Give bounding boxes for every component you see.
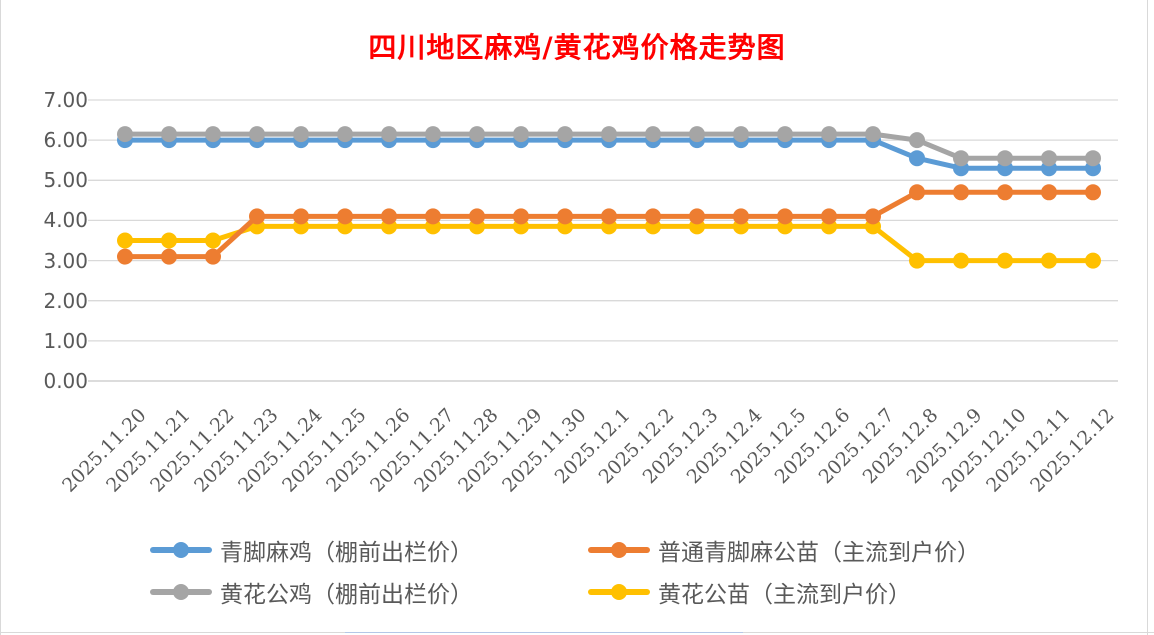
data-point — [909, 252, 925, 269]
legend-label: 黄花公鸡（棚前出栏价） — [220, 582, 473, 608]
data-point — [161, 126, 177, 143]
data-point — [953, 184, 969, 201]
y-axis-tick-label: 2.00 — [43, 289, 88, 313]
legend-item-qingjiao-maji: 青脚麻鸡（棚前出栏价） — [150, 536, 473, 566]
data-point — [557, 208, 573, 225]
data-point — [293, 208, 309, 225]
data-point — [117, 126, 133, 143]
data-point — [865, 208, 881, 225]
data-point — [1041, 184, 1057, 201]
data-point — [161, 232, 177, 249]
data-point — [381, 208, 397, 225]
data-point — [997, 150, 1013, 167]
data-point — [557, 126, 573, 143]
y-axis-tick-label: 7.00 — [43, 88, 88, 112]
legend-line-marker — [150, 584, 212, 600]
data-point — [205, 248, 221, 265]
data-point — [1041, 252, 1057, 269]
data-point — [645, 208, 661, 225]
y-axis-tick-label: 3.00 — [43, 249, 88, 273]
data-point — [821, 208, 837, 225]
data-point — [689, 208, 705, 225]
data-point — [689, 126, 705, 143]
legend-line-marker — [588, 542, 650, 558]
legend-label: 青脚麻鸡（棚前出栏价） — [220, 540, 473, 566]
data-point — [425, 126, 441, 143]
data-point — [117, 232, 133, 249]
data-point — [645, 126, 661, 143]
data-point — [733, 208, 749, 225]
data-point — [997, 252, 1013, 269]
data-point — [777, 208, 793, 225]
worksheet-gridline — [1147, 0, 1148, 635]
data-point — [777, 126, 793, 143]
y-axis-tick-label: 0.00 — [43, 369, 88, 393]
data-point — [909, 132, 925, 149]
legend-dot-icon — [173, 542, 189, 558]
data-point — [205, 232, 221, 249]
data-point — [733, 126, 749, 143]
data-point — [601, 126, 617, 143]
data-point — [953, 252, 969, 269]
data-point — [1085, 184, 1101, 201]
data-point — [425, 208, 441, 225]
chart-title: 四川地区麻鸡/黄花鸡价格走势图 — [368, 31, 786, 64]
worksheet-gridline — [0, 632, 345, 633]
y-axis-tick-label: 4.00 — [43, 208, 88, 232]
data-point — [205, 126, 221, 143]
data-point — [1041, 150, 1057, 167]
data-point — [337, 126, 353, 143]
worksheet-gridline — [0, 0, 1, 635]
legend-item-huanghua-gongji: 黄花公鸡（棚前出栏价） — [150, 578, 473, 608]
legend-label: 黄花公苗（主流到户价） — [658, 582, 911, 608]
data-point — [249, 208, 265, 225]
data-point — [337, 208, 353, 225]
legend-item-putong-qingjiaoma-gongmiao: 普通青脚麻公苗（主流到户价） — [588, 536, 980, 566]
legend-item-huanghua-gongmiao: 黄花公苗（主流到户价） — [588, 578, 911, 608]
y-axis-tick-label: 1.00 — [43, 329, 88, 353]
data-point — [821, 126, 837, 143]
data-point — [909, 150, 925, 167]
data-point — [293, 126, 309, 143]
data-point — [997, 184, 1013, 201]
worksheet-gridline — [345, 632, 743, 633]
legend-label: 普通青脚麻公苗（主流到户价） — [658, 540, 980, 566]
data-point — [469, 208, 485, 225]
y-axis-tick-label: 5.00 — [43, 168, 88, 192]
data-point — [1085, 150, 1101, 167]
legend-dot-icon — [173, 584, 189, 600]
data-point — [117, 248, 133, 265]
data-point — [513, 208, 529, 225]
data-point — [161, 248, 177, 265]
y-axis-tick-label: 6.00 — [43, 128, 88, 152]
legend-dot-icon — [611, 584, 627, 600]
data-point — [469, 126, 485, 143]
data-point — [513, 126, 529, 143]
data-point — [1085, 252, 1101, 269]
legend-line-marker — [588, 584, 650, 600]
legend-line-marker — [150, 542, 212, 558]
data-point — [953, 150, 969, 167]
data-point — [865, 126, 881, 143]
data-point — [249, 126, 265, 143]
legend-dot-icon — [611, 542, 627, 558]
worksheet-gridline — [743, 632, 1154, 633]
data-point — [601, 208, 617, 225]
data-point — [381, 126, 397, 143]
data-point — [909, 184, 925, 201]
